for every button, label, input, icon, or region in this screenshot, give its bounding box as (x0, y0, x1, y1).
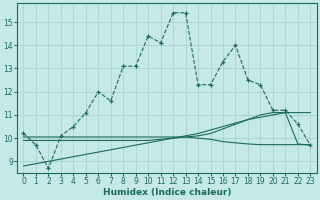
X-axis label: Humidex (Indice chaleur): Humidex (Indice chaleur) (103, 188, 231, 197)
